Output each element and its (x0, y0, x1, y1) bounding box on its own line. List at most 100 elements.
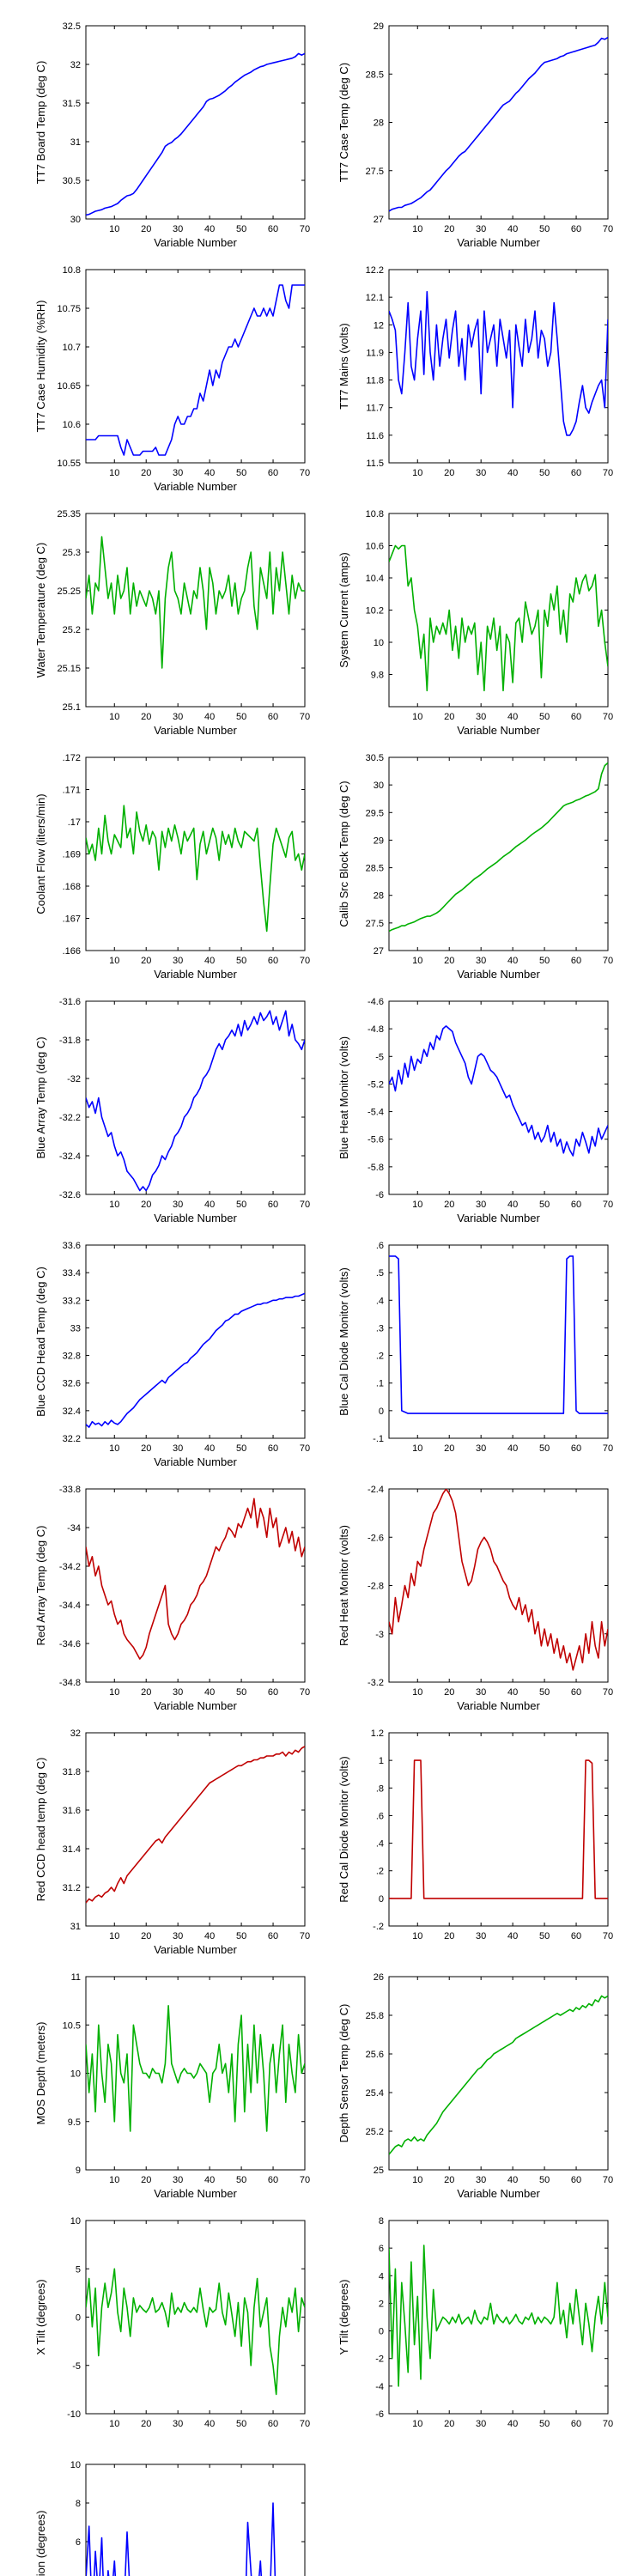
y-axis-label: Red Cal Diode Monitor (volts) (337, 1756, 350, 1903)
y-tick-label: 10.55 (57, 459, 81, 469)
y-tick-label: 33.2 (63, 1296, 81, 1306)
x-tick-label: 20 (444, 468, 454, 478)
x-tick-label: 10 (412, 1443, 422, 1454)
y-tick-label: -34 (67, 1523, 81, 1534)
plot-frame (85, 1732, 306, 1927)
x-tick-label: 20 (141, 2175, 151, 2185)
y-tick-label: 10.6 (63, 420, 81, 430)
x-axis-label: Variable Number (154, 724, 237, 737)
chart-panel: 10 20 30 40 50 60 70 10.55 10.6 10.65 10.7 10.75 10.… (34, 265, 310, 493)
series-line (389, 1025, 608, 1157)
y-tick-label: 10.4 (366, 574, 384, 584)
chart-panel: 10 20 30 40 50 60 70 30 30.5 31 31.5 32 32.5 Variable… (34, 21, 310, 249)
y-tick-label: 30.5 (63, 176, 81, 186)
x-tick-label: 30 (173, 2419, 183, 2429)
y-tick-label: 10.6 (366, 542, 384, 552)
x-tick-label: 60 (268, 712, 278, 722)
plot-frame (388, 1976, 609, 2171)
y-tick-label: 12.1 (366, 293, 384, 303)
x-axis-label: Variable Number (457, 1212, 540, 1224)
y-tick-label: 10.5 (63, 2020, 81, 2031)
y-tick-label: -4.8 (368, 1024, 384, 1035)
plot-frame (85, 2464, 306, 2576)
x-tick-label: 60 (571, 2175, 581, 2185)
series-line (86, 1010, 305, 1192)
x-tick-label: 10 (109, 224, 119, 234)
y-tick-label: -34.6 (59, 1639, 81, 1649)
x-tick-label: 60 (268, 2419, 278, 2429)
y-tick-label: 9 (76, 2166, 81, 2176)
y-axis-label: MOS Depth (meters) (34, 2022, 47, 2125)
y-tick-label: 26 (374, 1972, 384, 1983)
x-tick-label: 70 (603, 1200, 613, 1210)
y-tick-label: -6 (375, 1190, 384, 1200)
y-tick-label: -2.6 (368, 1533, 384, 1543)
x-tick-label: 60 (571, 956, 581, 966)
x-tick-label: 10 (412, 468, 422, 478)
y-tick-label: 25.8 (366, 2011, 384, 2021)
y-tick-label: .168 (63, 882, 81, 892)
x-tick-label: 60 (571, 468, 581, 478)
plot-frame (85, 513, 306, 708)
y-tick-label: 2 (379, 2299, 384, 2309)
plot-frame (388, 1000, 609, 1195)
chart-panel: 10 20 30 40 50 60 70 -.2 0 .2 .4 .6 .8 1 1.2 Red Cal Di… (337, 1728, 613, 1941)
y-tick-label: 10 (374, 638, 384, 648)
chart-panel: 10 20 30 40 50 60 70 11.5 11.6 11.7 11.8 11.9 12 12.1… (337, 265, 613, 478)
y-tick-label: 11.6 (366, 431, 384, 441)
series-line (389, 36, 608, 212)
plot-frame (85, 269, 306, 464)
x-tick-label: 60 (268, 468, 278, 478)
x-tick-label: 40 (507, 468, 518, 478)
y-tick-label: 25.15 (57, 664, 81, 674)
y-tick-label: -5.8 (368, 1163, 384, 1173)
x-axis-label: Variable Number (154, 1455, 237, 1468)
y-tick-label: -34.4 (59, 1601, 81, 1611)
series-line (86, 52, 305, 216)
x-tick-label: 30 (173, 468, 183, 478)
y-tick-label: -32 (67, 1074, 81, 1084)
x-tick-label: 10 (109, 1443, 119, 1454)
chart-panel: 10 20 30 40 50 60 70 -32.6 -32.4 -32.2 -32 -31.8 -31… (34, 997, 310, 1224)
y-tick-label: 10 (70, 2216, 81, 2227)
plot-frame (388, 756, 609, 951)
y-tick-label: 32 (70, 1728, 81, 1739)
x-tick-label: 70 (603, 956, 613, 966)
y-tick-label: 10.8 (63, 265, 81, 276)
plot-frame (85, 1000, 306, 1195)
x-tick-label: 10 (109, 712, 119, 722)
series-line (389, 762, 608, 933)
y-tick-label: .2 (376, 1867, 384, 1877)
x-tick-label: 10 (109, 956, 119, 966)
x-tick-label: 50 (236, 2419, 246, 2429)
x-tick-label: 70 (300, 956, 310, 966)
y-axis-label: Red Array Temp (deg C) (34, 1526, 47, 1646)
y-tick-label: 11.9 (366, 348, 384, 358)
x-tick-label: 50 (539, 1200, 550, 1210)
y-tick-label: 12.2 (366, 265, 384, 276)
x-tick-label: 50 (236, 1443, 246, 1454)
x-tick-label: 60 (268, 1687, 278, 1698)
x-axis-label: Variable Number (457, 968, 540, 981)
x-tick-label: 20 (141, 224, 151, 234)
y-tick-label: 25.1 (63, 702, 81, 713)
y-tick-label: 32.2 (63, 1434, 81, 1444)
x-tick-label: 20 (444, 1931, 454, 1941)
x-tick-label: 40 (204, 1200, 215, 1210)
y-tick-label: 9.5 (68, 2117, 81, 2128)
y-tick-label: 5 (76, 2264, 81, 2275)
x-tick-label: 20 (141, 1443, 151, 1454)
y-tick-label: -.2 (373, 1922, 384, 1932)
y-axis-label: Inclination (degrees) (34, 2511, 47, 2576)
x-tick-label: 40 (507, 2419, 518, 2429)
x-tick-label: 40 (507, 2175, 518, 2185)
series-line (389, 290, 608, 436)
x-tick-label: 40 (204, 2419, 215, 2429)
y-tick-label: .4 (376, 1839, 384, 1850)
y-tick-label: 31 (70, 1922, 81, 1932)
x-tick-label: 30 (476, 2175, 486, 2185)
x-tick-label: 30 (173, 2175, 183, 2185)
y-tick-label: 29.5 (366, 808, 384, 818)
y-tick-label: -2.4 (368, 1485, 384, 1495)
